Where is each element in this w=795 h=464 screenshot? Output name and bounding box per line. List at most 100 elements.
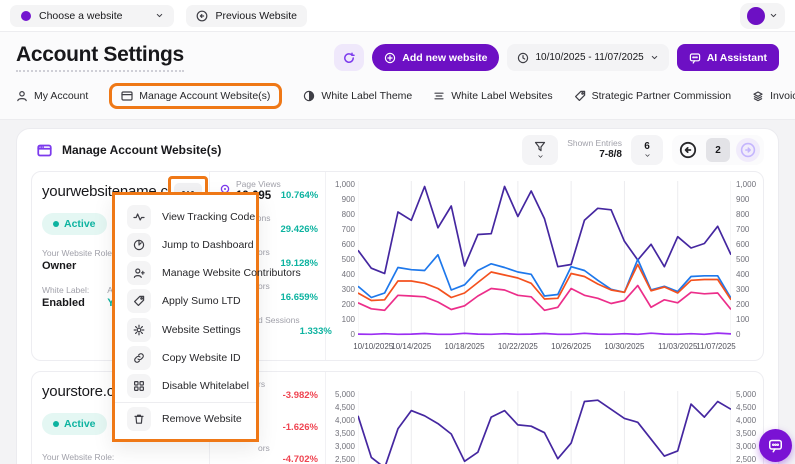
header-zone: Account Settings Add new website 10/10/2… [0, 32, 795, 120]
y-axis-tick: 900 [342, 196, 355, 204]
refresh-button[interactable] [334, 44, 364, 71]
white-label: White Label: Enabled [42, 285, 89, 309]
arrow-left-circle-icon [196, 10, 208, 22]
chevron-down-icon [155, 11, 164, 20]
panel-controls: Shown Entries 7-8/8 6 2 [522, 135, 764, 165]
y-axis-tick: 200 [736, 301, 749, 309]
menu-item-view-tracking-code[interactable]: View Tracking Code [115, 203, 256, 231]
gauge-icon [133, 239, 145, 251]
menu-item-apply-sumo-ltd[interactable]: Apply Sumo LTD [115, 287, 256, 315]
refresh-icon [343, 52, 355, 64]
x-axis-tick: 11/07/2025 [696, 342, 735, 351]
menu-item-manage-website-contributors[interactable]: Manage Website Contributors [115, 259, 256, 287]
previous-page-button[interactable] [676, 138, 700, 162]
settings-tab-bar: My Account Manage Account Website(s) Whi… [0, 76, 795, 120]
y-axis-tick: 700 [736, 226, 749, 234]
tab-manage-account-websites[interactable]: Manage Account Website(s) [109, 83, 282, 109]
x-axis-tick: 10/30/2025 [604, 342, 644, 351]
user-icon [16, 90, 28, 102]
chat-icon [768, 438, 783, 453]
stat-change: -3.982% [283, 379, 318, 401]
add-new-website-button[interactable]: Add new website [372, 44, 499, 71]
tab-label: White Label Theme [321, 90, 412, 102]
y-axis-tick: 0 [351, 331, 355, 339]
traffic-line-chart: 1,000900800700600500400300200100010/10/2… [326, 172, 763, 360]
menu-item-disable-whitelabel[interactable]: Disable Whitelabel [115, 372, 256, 400]
status-badge: Active [42, 213, 107, 235]
pagination: 2 [672, 135, 764, 165]
plus-circle-icon [384, 52, 396, 64]
stat-3: ors -4.702% [210, 443, 325, 464]
status-label: Active [64, 418, 96, 430]
y-axis-tick: 100 [342, 316, 355, 324]
browser-icon [37, 143, 52, 158]
arrow-left-circle-icon [679, 141, 697, 159]
y-axis-tick: 400 [736, 271, 749, 279]
y-axis-tick: 300 [342, 286, 355, 294]
top-bar: Choose a website Previous Website [0, 0, 795, 32]
tab-my-account[interactable]: My Account [16, 86, 88, 106]
user-menu[interactable] [740, 3, 785, 29]
chat-icon [689, 52, 701, 64]
y-axis-tick: 4,500 [736, 404, 756, 412]
ai-assistant-button[interactable]: AI Assistant [677, 44, 779, 71]
tab-strategic-partner-commission[interactable]: Strategic Partner Commission [574, 86, 731, 106]
status-dot-icon [53, 221, 59, 227]
menu-item-jump-to-dashboard[interactable]: Jump to Dashboard [115, 231, 256, 259]
status-label: Active [64, 218, 96, 230]
menu-item-copy-website-id[interactable]: Copy Website ID [115, 344, 256, 372]
tab-label: My Account [34, 90, 88, 102]
tag-icon [574, 90, 586, 102]
panel-header: Manage Account Website(s) Shown Entries … [17, 129, 778, 171]
x-axis-tick: 10/26/2025 [551, 342, 591, 351]
filter-button[interactable] [522, 135, 558, 165]
website-actions-menu: View Tracking Code Jump to Dashboard Man… [112, 192, 259, 442]
tab-label: Invoices [770, 90, 795, 102]
clock-icon [517, 52, 529, 64]
series-violet [358, 333, 731, 334]
tab-white-label-websites[interactable]: White Label Websites [433, 86, 552, 106]
next-page-button[interactable] [736, 138, 760, 162]
y-axis-tick: 0 [736, 331, 740, 339]
y-axis-tick: 3,000 [335, 443, 355, 451]
link-icon [133, 352, 145, 364]
shown-entries-label: Shown Entries [567, 138, 622, 149]
browser-icon [121, 90, 133, 102]
previous-website-button[interactable]: Previous Website [186, 5, 307, 27]
series-indigo [358, 187, 731, 274]
choose-website-dropdown[interactable]: Choose a website [10, 5, 174, 27]
y-axis-tick: 800 [736, 211, 749, 219]
current-page[interactable]: 2 [706, 138, 730, 162]
menu-divider [115, 402, 256, 403]
visitors-line-chart: 5,0004,5004,0003,5003,0002,5002,0005,000… [326, 372, 763, 464]
previous-website-label: Previous Website [215, 10, 297, 22]
status-dot-icon [53, 421, 59, 427]
panel-title: Manage Account Website(s) [62, 143, 221, 157]
page-size-dropdown[interactable]: 6 [631, 135, 663, 165]
stat-change: -4.702% [283, 443, 318, 464]
y-axis-tick: 900 [736, 196, 749, 204]
y-axis-tick: 300 [736, 286, 749, 294]
tab-white-label-theme[interactable]: White Label Theme [303, 86, 412, 106]
y-axis-tick: 5,000 [335, 391, 355, 399]
menu-item-remove-website[interactable]: Remove Website [115, 405, 256, 433]
app-root: Choose a website Previous Website Accoun… [0, 0, 795, 464]
x-axis-tick: 10/14/2025 [391, 342, 431, 351]
shown-entries: Shown Entries 7-8/8 [567, 138, 622, 161]
menu-item-website-settings[interactable]: Website Settings [115, 316, 256, 344]
stat-change: 19.128% [280, 247, 318, 269]
y-axis-tick: 1,000 [736, 181, 756, 189]
chat-fab-button[interactable] [759, 429, 792, 462]
y-axis-tick: 3,500 [335, 430, 355, 438]
layers-icon [752, 90, 764, 102]
stat-change: 29.426% [280, 213, 318, 235]
date-range-picker[interactable]: 10/10/2025 - 11/07/2025 [507, 44, 668, 71]
date-range-label: 10/10/2025 - 11/07/2025 [535, 52, 643, 63]
tab-label: Strategic Partner Commission [592, 90, 731, 102]
series-indigo [358, 400, 731, 464]
y-axis-tick: 1,000 [335, 181, 355, 189]
y-axis-tick: 800 [342, 211, 355, 219]
shown-entries-value: 7-8/8 [567, 149, 622, 162]
tab-invoices[interactable]: Invoices [752, 86, 795, 106]
grid-icon [133, 380, 145, 392]
